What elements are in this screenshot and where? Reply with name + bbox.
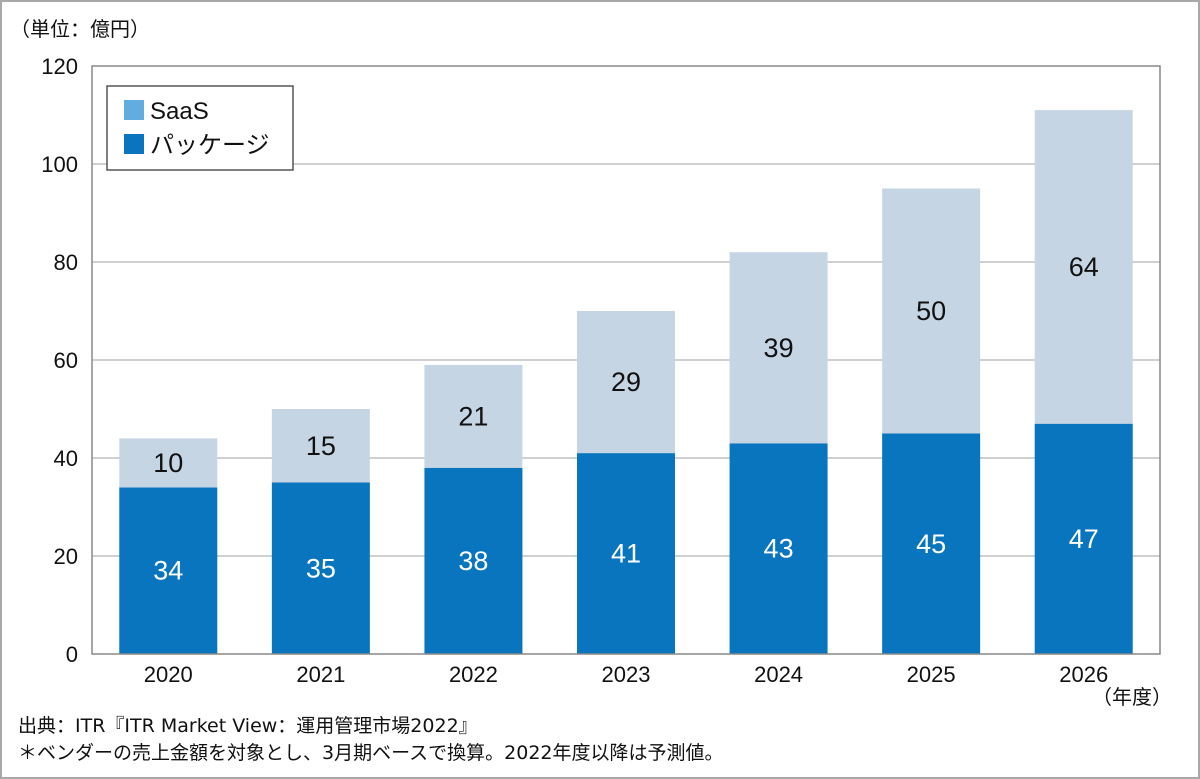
data-label: 10 bbox=[153, 448, 183, 478]
y-tick-label: 0 bbox=[66, 642, 78, 667]
data-label: 41 bbox=[611, 539, 641, 569]
y-tick-label: 120 bbox=[41, 54, 78, 79]
y-tick-label: 60 bbox=[54, 348, 78, 373]
data-label: 29 bbox=[611, 367, 641, 397]
x-tick-label: 2026 bbox=[1059, 662, 1108, 687]
data-label: 38 bbox=[458, 546, 488, 576]
x-tick-label: 2023 bbox=[602, 662, 651, 687]
bar-package bbox=[1034, 423, 1133, 654]
data-label: 47 bbox=[1069, 524, 1099, 554]
forecast-note: ＊ベンダーの売上金額を対象とし、3月期ベースで換算。2022年度以降は予測値。 bbox=[18, 742, 724, 764]
legend-swatch-package bbox=[124, 134, 144, 154]
bar-labels: 34 10 35 15 38 21 41 29 43 39 45 50 47 64 bbox=[153, 252, 1098, 586]
bar-saas bbox=[882, 188, 981, 434]
legend-label-saas: SaaS bbox=[150, 98, 209, 125]
y-tick-label: 100 bbox=[41, 152, 78, 177]
data-label: 64 bbox=[1069, 252, 1099, 282]
bar-package bbox=[729, 443, 828, 654]
x-tick-label: 2025 bbox=[907, 662, 956, 687]
y-tick-label: 40 bbox=[54, 446, 78, 471]
bar-saas bbox=[577, 311, 675, 454]
y-tick-label: 80 bbox=[54, 250, 78, 275]
bar-saas bbox=[119, 438, 218, 488]
data-label: 43 bbox=[764, 534, 794, 564]
legend: SaaS パッケージ bbox=[106, 85, 294, 171]
data-label: 39 bbox=[764, 333, 794, 363]
bar-package bbox=[577, 453, 675, 654]
data-label: 45 bbox=[916, 529, 946, 559]
x-tick-label: 2024 bbox=[754, 662, 803, 687]
bar-saas bbox=[424, 364, 523, 468]
bar-package bbox=[271, 482, 370, 654]
source-note: 出典：ITR『ITR Market View：運用管理市場2022』 bbox=[18, 715, 478, 737]
data-label: 34 bbox=[153, 556, 183, 586]
data-label: 35 bbox=[306, 553, 336, 583]
x-tick-label: 2021 bbox=[296, 662, 345, 687]
legend-label-package: パッケージ bbox=[150, 131, 270, 159]
plot-border bbox=[91, 65, 1161, 655]
data-label: 21 bbox=[458, 401, 488, 431]
x-axis-ticks: 2020 2021 2022 2023 2024 2025 2026 bbox=[144, 662, 1108, 687]
bars bbox=[119, 110, 1133, 654]
bar-package bbox=[119, 487, 218, 654]
x-tick-label: 2022 bbox=[449, 662, 498, 687]
y-tick-label: 20 bbox=[54, 544, 78, 569]
bar-package bbox=[424, 467, 523, 654]
bar-saas bbox=[1034, 110, 1133, 424]
data-label: 50 bbox=[916, 296, 946, 326]
unit-label: （単位：億円） bbox=[10, 17, 150, 41]
y-axis-ticks: 0 20 40 60 80 100 120 bbox=[41, 54, 78, 667]
x-tick-label: 2020 bbox=[144, 662, 193, 687]
legend-swatch-saas bbox=[124, 100, 144, 120]
data-label: 15 bbox=[306, 431, 336, 461]
bar-saas bbox=[729, 252, 828, 444]
bar-package bbox=[882, 433, 981, 654]
bar-saas bbox=[271, 409, 370, 483]
x-unit-label: （年度） bbox=[1092, 685, 1172, 709]
